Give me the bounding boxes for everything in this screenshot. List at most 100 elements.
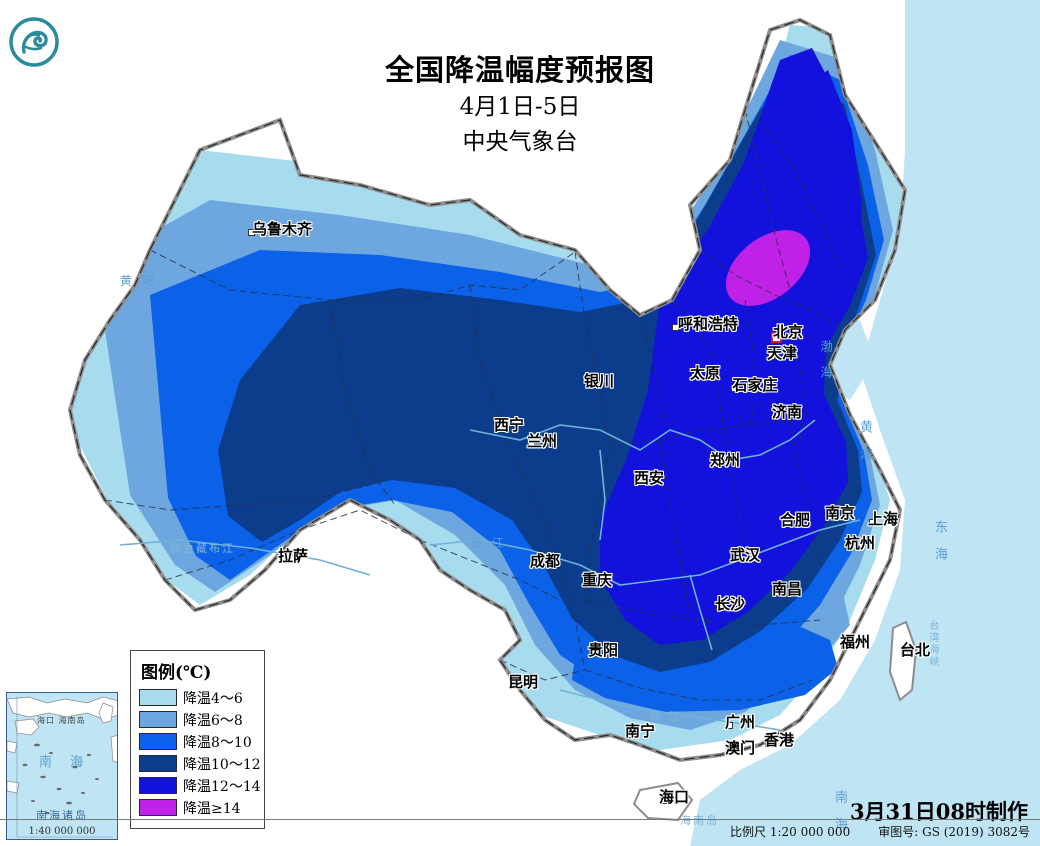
city-label: 海口: [658, 788, 690, 806]
legend-swatch: [139, 711, 177, 728]
city-marker: [826, 513, 833, 520]
city-marker: [583, 580, 590, 587]
legend-swatch: [139, 733, 177, 750]
city-label: 太原: [689, 364, 721, 382]
legend-row: 降温12～14: [139, 776, 261, 795]
legend-row: 降温10～12: [139, 754, 261, 773]
city-marker: [768, 353, 775, 360]
city-marker: [781, 520, 788, 527]
inset-region-name: 南海诸岛: [36, 809, 88, 822]
legend-panel: 图例(℃) 降温4～6 降温6～8 降温8～10 降温10～12 降温12～14 降温≥1…: [130, 650, 265, 829]
city-label: 北京: [772, 323, 804, 341]
city-label: 武汉: [729, 546, 761, 564]
hydronym-label: 东 海: [932, 520, 947, 566]
city-marker: [509, 682, 516, 689]
city-label: 乌鲁木齐: [251, 220, 313, 238]
legend-label: 降温6～8: [183, 712, 243, 729]
city-label: 台北: [899, 641, 931, 659]
city-label: 拉萨: [277, 547, 309, 565]
taiwan-island: [888, 620, 918, 702]
city-marker: [691, 373, 698, 380]
hydronym-label: 南 海: [832, 790, 847, 836]
hydronym-label: 珠 江: [650, 710, 682, 723]
city-marker: [726, 722, 733, 729]
legend-label: 降温4～6: [183, 690, 243, 707]
city-label: 杭州: [844, 534, 876, 552]
map-scale-text: 比例尺 1:20 000 000: [730, 825, 851, 839]
city-marker: [279, 556, 286, 563]
city-marker: [528, 441, 535, 448]
city-label: 兰州: [526, 432, 558, 450]
city-label: 南昌: [771, 580, 803, 598]
city-label: 南京: [824, 504, 856, 522]
city-marker: [711, 460, 718, 467]
legend-row: 降温≥14: [139, 798, 256, 817]
city-label: 天津: [766, 344, 798, 362]
city-label: 贵阳: [587, 641, 619, 659]
hydronym-label: 黄 河: [120, 274, 157, 288]
city-label: 上海: [867, 510, 899, 528]
legend-label: 降温12～14: [183, 778, 261, 795]
hydronym-label: 渤 海: [819, 340, 833, 383]
city-label: 广州: [724, 713, 756, 731]
legend-label: 降温10～12: [183, 756, 261, 773]
city-marker: [846, 543, 853, 550]
city-marker: [635, 478, 642, 485]
city-marker: [585, 381, 592, 388]
capital-marker: [771, 332, 782, 343]
legend-row: 降温4～6: [139, 688, 256, 707]
inset-small-labels: 海口 海南岛: [37, 716, 86, 725]
city-label: 香港: [763, 731, 795, 749]
legend-label: 降温8～10: [183, 734, 252, 751]
city-marker: [841, 642, 848, 649]
city-label: 合肥: [779, 511, 811, 529]
city-marker: [672, 324, 679, 331]
city-marker: [716, 604, 723, 611]
city-label: 福州: [839, 633, 871, 651]
inset-geography: [7, 693, 117, 839]
city-label: 济南: [771, 403, 803, 421]
city-label: 长沙: [714, 595, 746, 613]
province-boundaries: [104, 109, 846, 701]
legend-swatch: [139, 755, 177, 772]
legend-swatch: [139, 689, 177, 706]
city-label: 石家庄: [732, 376, 778, 394]
legend-row: 降温6～8: [139, 710, 256, 729]
city-marker: [531, 561, 538, 568]
hydronym-label: 黄 海: [857, 420, 872, 466]
city-marker: [495, 425, 502, 432]
city-marker: [765, 740, 772, 747]
legend-swatch: [139, 799, 177, 816]
hydronym-label: 台湾海峡: [927, 620, 938, 668]
city-marker: [901, 650, 908, 657]
city-label: 昆明: [507, 673, 539, 691]
city-marker: [773, 589, 780, 596]
inset-sea-label: 南 海: [39, 755, 91, 770]
city-label: 成都: [529, 552, 561, 570]
city-label: 西宁: [493, 416, 525, 434]
city-marker: [589, 650, 596, 657]
ocean-area: [690, 0, 1040, 846]
city-marker: [869, 519, 876, 526]
hydronym-label: 长 江: [470, 536, 507, 550]
city-marker: [731, 555, 738, 562]
inset-scale-text: 1:40 000 000: [28, 826, 96, 837]
cma-dragon-logo: [9, 17, 59, 67]
footer-bar: 比例尺 1:20 000 000 审图号: GS (2019) 3082号: [0, 819, 1040, 846]
city-label: 郑州: [709, 451, 741, 469]
city-marker: [248, 229, 255, 236]
legend-swatch: [139, 777, 177, 794]
city-marker: [773, 412, 780, 419]
city-label: 银川: [583, 372, 615, 390]
city-marker: [626, 731, 633, 738]
legend-row: 降温8～10: [139, 732, 256, 751]
city-label: 西安: [633, 469, 665, 487]
rivers: [119, 419, 861, 731]
legend-label: 降温≥14: [183, 800, 241, 817]
hydronym-label: 海南岛: [680, 814, 719, 827]
city-label: 澳门: [724, 739, 756, 757]
south-china-sea-inset-map: 海口 海南岛 南 海 南海诸岛 1:40 000 000: [6, 692, 118, 840]
city-marker: [731, 385, 738, 392]
